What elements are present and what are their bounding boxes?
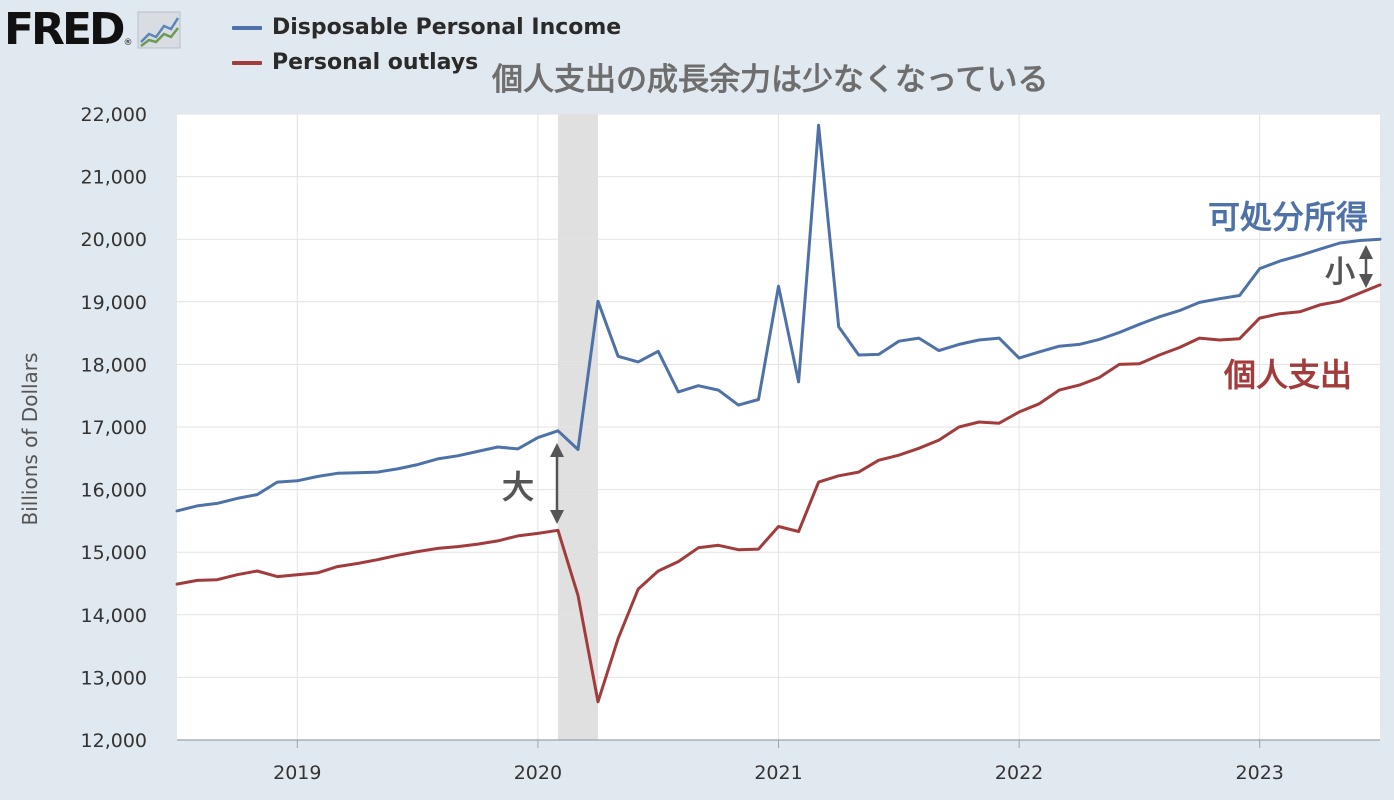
y-tick-label: 19,000 [81, 292, 147, 314]
gap-label-small: 小 [1325, 255, 1355, 290]
gap-arrow-large [550, 443, 564, 524]
x-tick-label: 2021 [754, 762, 802, 784]
legend-swatch-income [232, 25, 262, 30]
y-tick-label: 16,000 [81, 480, 147, 502]
x-tick-label: 2022 [995, 762, 1043, 784]
x-tick-label: 2020 [514, 762, 562, 784]
y-tick-label: 17,000 [81, 417, 147, 439]
gap-label-large: 大 [502, 468, 534, 506]
x-tick-label: 2023 [1236, 762, 1284, 784]
outlays-annotation: 個人支出 [1223, 356, 1352, 394]
fred-logo-text: FRED [4, 4, 126, 55]
x-tick-label: 2019 [273, 762, 321, 784]
y-tick-label: 15,000 [81, 542, 147, 564]
series-line-personal-outlays [175, 283, 1382, 704]
y-tick-label: 20,000 [81, 229, 147, 251]
gap-arrow-small [1359, 245, 1373, 288]
y-tick-label: 18,000 [81, 354, 147, 376]
chart-headline: 個人支出の成長余力は少なくなっている [492, 62, 1049, 98]
y-tick-label: 22,000 [81, 104, 147, 126]
fred-logo: FRED ® [4, 6, 181, 54]
series-line-disposable-income [175, 123, 1382, 513]
y-tick-label: 21,000 [81, 167, 147, 189]
chart-sparkline-icon [137, 11, 181, 49]
y-tick-label: 12,000 [81, 730, 147, 752]
legend-item-disposable-income[interactable]: Disposable Personal Income [232, 15, 621, 40]
registered-mark: ® [123, 38, 133, 48]
income-annotation: 可処分所得 [1208, 198, 1368, 236]
legend-item-personal-outlays[interactable]: Personal outlays [232, 50, 478, 75]
plot-area: 12,000 13,000 14,000 15,000 16,000 17,000 18,0… [81, 104, 1382, 784]
y-tick-label: 13,000 [81, 667, 147, 689]
legend-swatch-outlays [232, 60, 262, 65]
legend-label-outlays: Personal outlays [272, 50, 479, 75]
legend-label-income: Disposable Personal Income [272, 15, 622, 40]
y-tick-label: 14,000 [81, 605, 147, 627]
